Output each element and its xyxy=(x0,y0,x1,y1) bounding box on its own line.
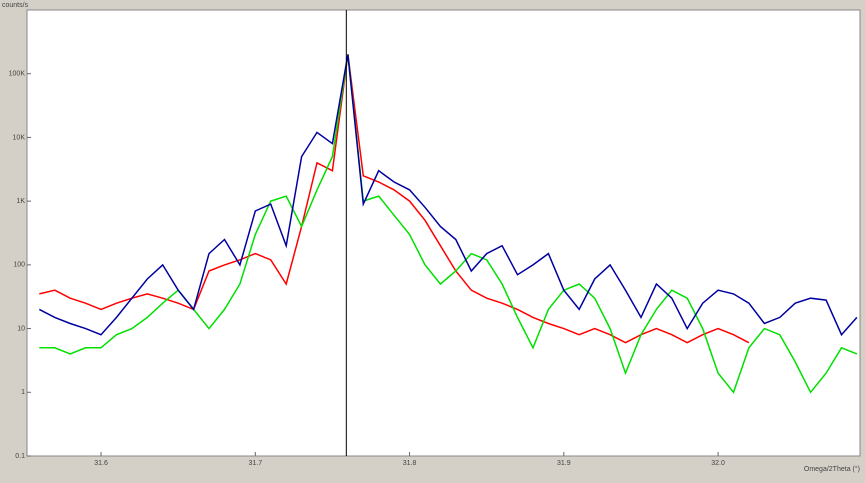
x-tick-label: 31.8 xyxy=(403,460,417,467)
y-tick-label: 0.1 xyxy=(15,453,25,460)
y-axis-label: counts/s xyxy=(2,2,29,9)
plot-area xyxy=(26,9,861,457)
series-line xyxy=(39,54,858,394)
y-tick-label: 100K xyxy=(9,71,26,78)
y-tick-label: 100 xyxy=(13,262,25,269)
y-tick-label: 10 xyxy=(17,325,25,332)
x-tick-label: 31.9 xyxy=(557,460,571,467)
x-tick-label: 31.7 xyxy=(248,460,262,467)
y-tick-label: 1K xyxy=(16,198,25,205)
series-line xyxy=(39,54,750,344)
series-line xyxy=(38,54,858,337)
y-tick-label: 1 xyxy=(21,389,25,396)
x-tick-label: 32.0 xyxy=(711,460,725,467)
y-tick-label: 10K xyxy=(13,134,26,141)
x-axis-label: Omega/2Theta (°) xyxy=(804,465,860,473)
x-tick-label: 31.6 xyxy=(94,460,108,467)
